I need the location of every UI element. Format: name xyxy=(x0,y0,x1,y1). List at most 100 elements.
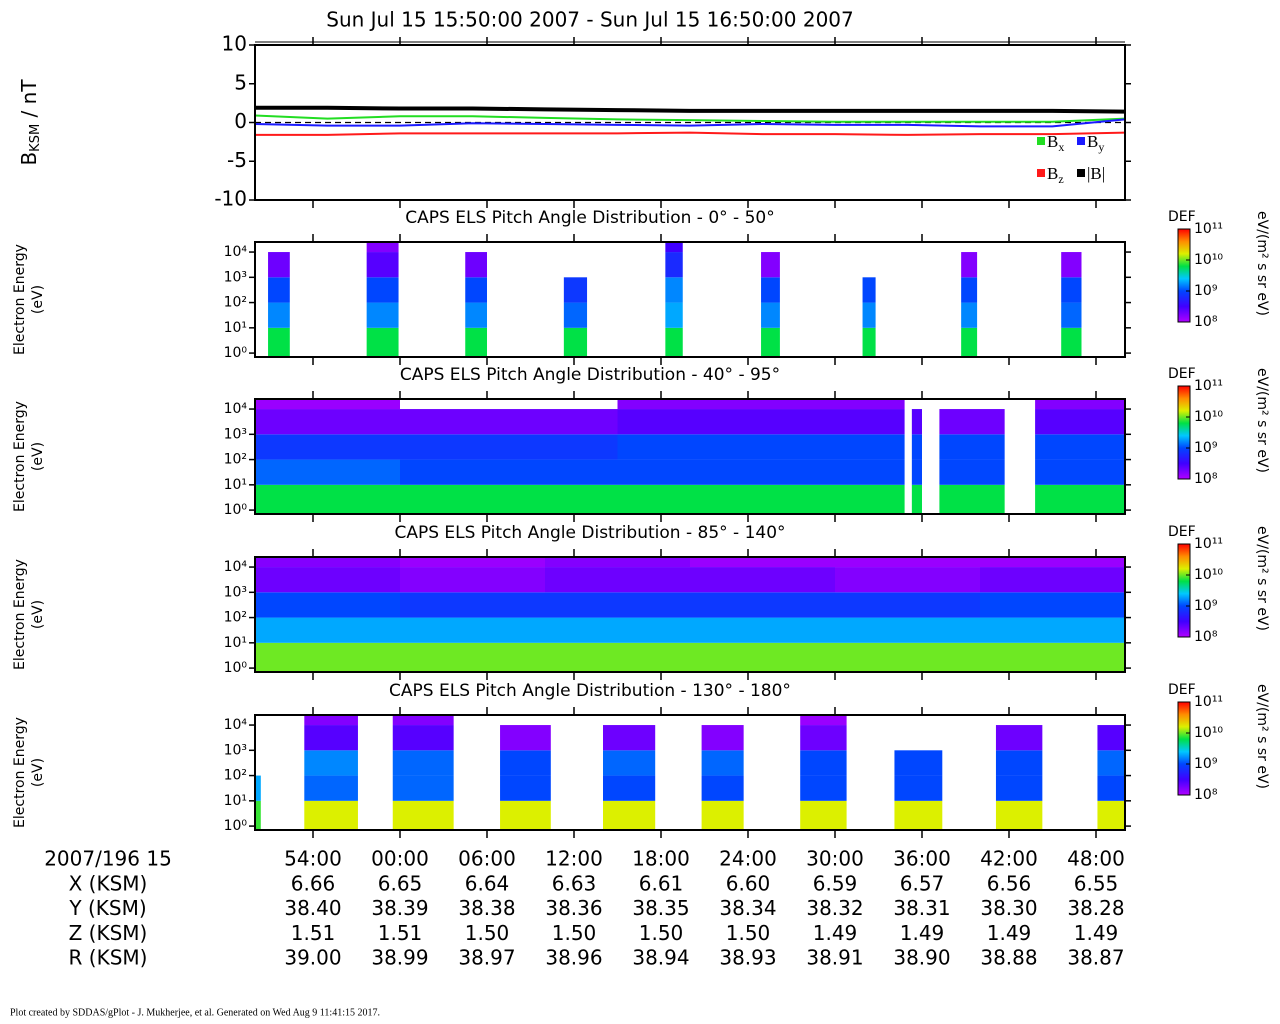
legend-swatch xyxy=(1077,137,1085,145)
colorbar-unit: eV/(m² s sr eV) xyxy=(1254,684,1270,789)
colorbar-tick-label: 10¹¹ xyxy=(1194,221,1223,237)
colorbar-tick-label: 10¹⁰ xyxy=(1194,725,1223,741)
spectrogram-cell xyxy=(465,302,487,328)
spectrogram-cell xyxy=(911,434,922,460)
spectrogram-cell xyxy=(1097,750,1125,776)
y-axis-label-part: / nT xyxy=(17,79,41,124)
spectrogram-cell xyxy=(665,242,683,253)
y-tick-label: -10 xyxy=(214,187,247,211)
colorbar xyxy=(1177,228,1191,323)
ephemeris-label: R (KSM) xyxy=(69,946,148,970)
spectrogram-cell xyxy=(392,715,454,726)
spectrogram-cell xyxy=(500,800,551,830)
spectrogram-cell xyxy=(939,434,1005,460)
panel-title: CAPS ELS Pitch Angle Distribution - 130°… xyxy=(389,681,791,701)
spectrogram-cell xyxy=(961,302,978,328)
spectrogram-cell xyxy=(701,775,744,801)
spectrogram-cell xyxy=(392,725,454,751)
spectrogram-cell xyxy=(800,715,847,726)
spectrogram-cell xyxy=(665,327,683,357)
spectrogram-cell xyxy=(400,617,545,643)
spectrogram-cell xyxy=(268,277,290,303)
spectrogram-cell xyxy=(400,484,618,514)
spectrogram-cell xyxy=(800,775,847,801)
colorbar-tick-label: 10⁸ xyxy=(1194,314,1218,330)
spectrogram-cell xyxy=(268,327,290,357)
spectrogram-cell xyxy=(603,775,656,801)
colorbar-unit: eV/(m² s sr eV) xyxy=(1254,368,1270,473)
y-tick-label: 10⁴ xyxy=(224,559,248,575)
spectrogram-cell xyxy=(690,557,835,568)
y-tick-label: 10¹ xyxy=(224,793,247,809)
y-axis-label: (eV) xyxy=(30,600,46,629)
plot-title: Sun Jul 15 15:50:00 2007 - Sun Jul 15 16… xyxy=(326,8,854,32)
ephemeris-value: 6.59 xyxy=(813,872,858,896)
spectrogram-cell xyxy=(465,252,487,278)
colorbar-tick-label: 10¹⁰ xyxy=(1194,252,1223,268)
legend-label: |B| xyxy=(1087,164,1105,183)
spectrogram-cell xyxy=(545,567,690,593)
y-tick-label: 10³ xyxy=(224,584,247,600)
spectrogram-cell xyxy=(366,327,399,357)
y-tick-label: 10⁴ xyxy=(224,401,248,417)
spectrogram-cell xyxy=(761,252,780,278)
colorbar-tick-label: 10¹¹ xyxy=(1194,378,1223,394)
spectrogram-cell xyxy=(400,642,545,672)
ephemeris-value: 38.28 xyxy=(1067,896,1124,920)
colorbar-tick-label: 10¹⁰ xyxy=(1194,409,1223,425)
colorbar-tick-label: 10⁹ xyxy=(1194,598,1218,614)
spectrogram-cell xyxy=(255,409,400,435)
spectrogram-cell xyxy=(961,252,978,278)
spectrogram-cell xyxy=(255,592,400,618)
spectrogram-cell xyxy=(255,557,400,568)
ephemeris-value: 39.00 xyxy=(284,946,341,970)
y-axis-label: (eV) xyxy=(30,442,46,471)
x-tick-label: 36:00 xyxy=(893,847,951,871)
spectrogram-cell xyxy=(400,592,545,618)
spectrogram-cell xyxy=(665,252,683,278)
spectrogram-cell xyxy=(995,800,1043,830)
colorbar-tick-label: 10⁹ xyxy=(1194,283,1218,299)
ephemeris-value: 1.49 xyxy=(813,921,858,945)
panel-frame xyxy=(254,556,1126,673)
spectrogram-cell xyxy=(980,642,1125,672)
spectrogram-cell xyxy=(400,409,618,435)
ephemeris-value: 6.55 xyxy=(1074,872,1119,896)
ephemeris-value: 38.30 xyxy=(980,896,1037,920)
x-tick-label: 06:00 xyxy=(458,847,516,871)
spectrogram-cell xyxy=(939,409,1005,435)
y-tick-label: 10 xyxy=(222,32,247,56)
spectrogram-cell xyxy=(800,800,847,830)
spectrogram-cell xyxy=(392,750,454,776)
ephemeris-value: 6.60 xyxy=(726,872,771,896)
colorbar-label: DEF xyxy=(1168,209,1196,225)
panel-title: CAPS ELS Pitch Angle Distribution - 85° … xyxy=(394,523,785,543)
spectrogram-cell xyxy=(304,750,358,776)
spectrogram-cell xyxy=(500,775,551,801)
field-line xyxy=(255,105,1126,114)
spectrogram-cell xyxy=(761,327,780,357)
colorbar-label: DEF xyxy=(1168,524,1196,540)
legend-label: By xyxy=(1087,132,1104,154)
colorbar-tick-label: 10⁸ xyxy=(1194,629,1218,645)
spectrogram-cell xyxy=(894,775,943,801)
spectrogram-cell xyxy=(835,642,980,672)
colorbar-tick-label: 10⁸ xyxy=(1194,787,1218,803)
spectrogram-cell xyxy=(255,459,400,485)
legend-swatch xyxy=(1037,137,1045,145)
ephemeris-value: 38.34 xyxy=(719,896,776,920)
spectrogram-cell xyxy=(304,715,358,726)
spectrogram-cell xyxy=(617,399,905,410)
y-axis-label: (eV) xyxy=(30,285,46,314)
spectrogram-cell xyxy=(980,567,1125,593)
ephemeris-value: 1.49 xyxy=(987,921,1032,945)
spectrogram-cell xyxy=(366,242,399,253)
spectrogram-cell xyxy=(995,750,1043,776)
spectrogram-cell xyxy=(392,800,454,830)
y-axis-label-part: KSM xyxy=(28,124,43,152)
spectrogram-cell xyxy=(366,252,399,278)
y-axis-label: Electron Energy xyxy=(12,244,28,355)
ephemeris-value: 38.39 xyxy=(371,896,428,920)
spectrogram-cell xyxy=(255,617,400,643)
legend-swatch xyxy=(1077,169,1085,177)
